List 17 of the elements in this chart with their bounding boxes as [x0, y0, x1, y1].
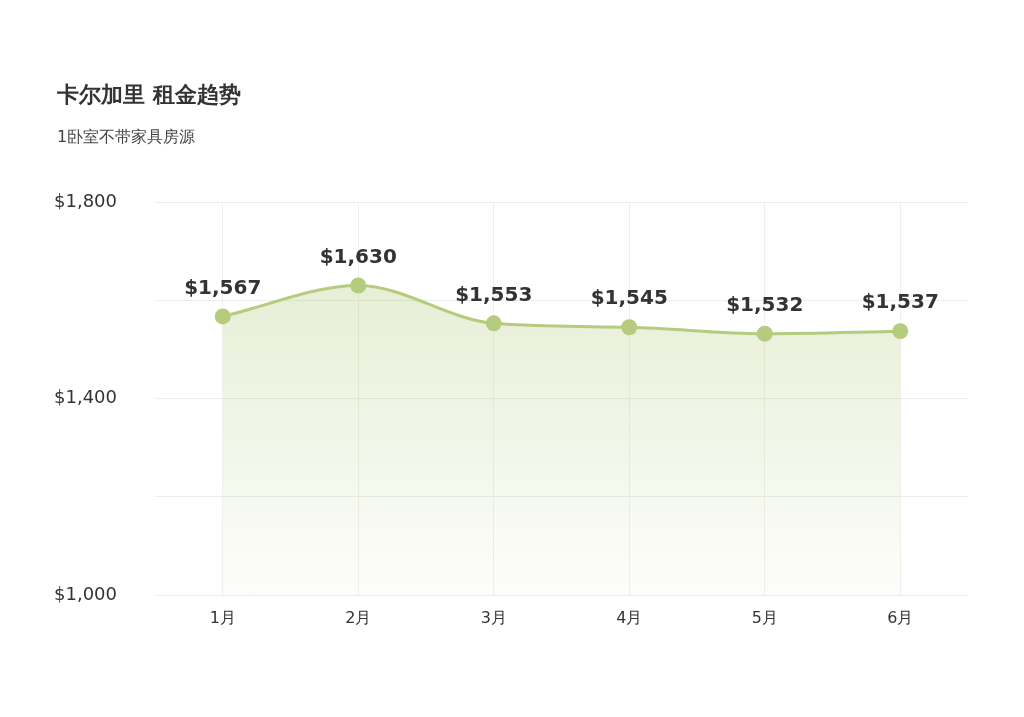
text: $1,532 — [726, 291, 804, 316]
x-tick-label: 2月 — [345, 607, 372, 627]
text: $1,553 — [455, 281, 533, 306]
y-tick-label: $1,000 — [54, 582, 117, 604]
x-tick-label: 6月 — [887, 607, 914, 627]
chart-subtitle: 1卧室不带家具房源 — [57, 127, 196, 148]
text: $1,537 — [861, 289, 939, 314]
text: $1,567 — [184, 274, 262, 299]
x-tick-label: 4月 — [616, 607, 643, 627]
x-tick-label: 5月 — [751, 607, 778, 627]
chart-title: 卡尔加里 租金趋势 — [57, 81, 241, 109]
x-tick-label: 3月 — [480, 607, 507, 627]
x-tick-label: 1月 — [209, 607, 236, 627]
y-tick-label: $1,800 — [54, 189, 117, 211]
text: $1,630 — [319, 243, 397, 268]
text: $1,545 — [590, 285, 668, 310]
y-tick-label: $1,400 — [54, 386, 117, 408]
